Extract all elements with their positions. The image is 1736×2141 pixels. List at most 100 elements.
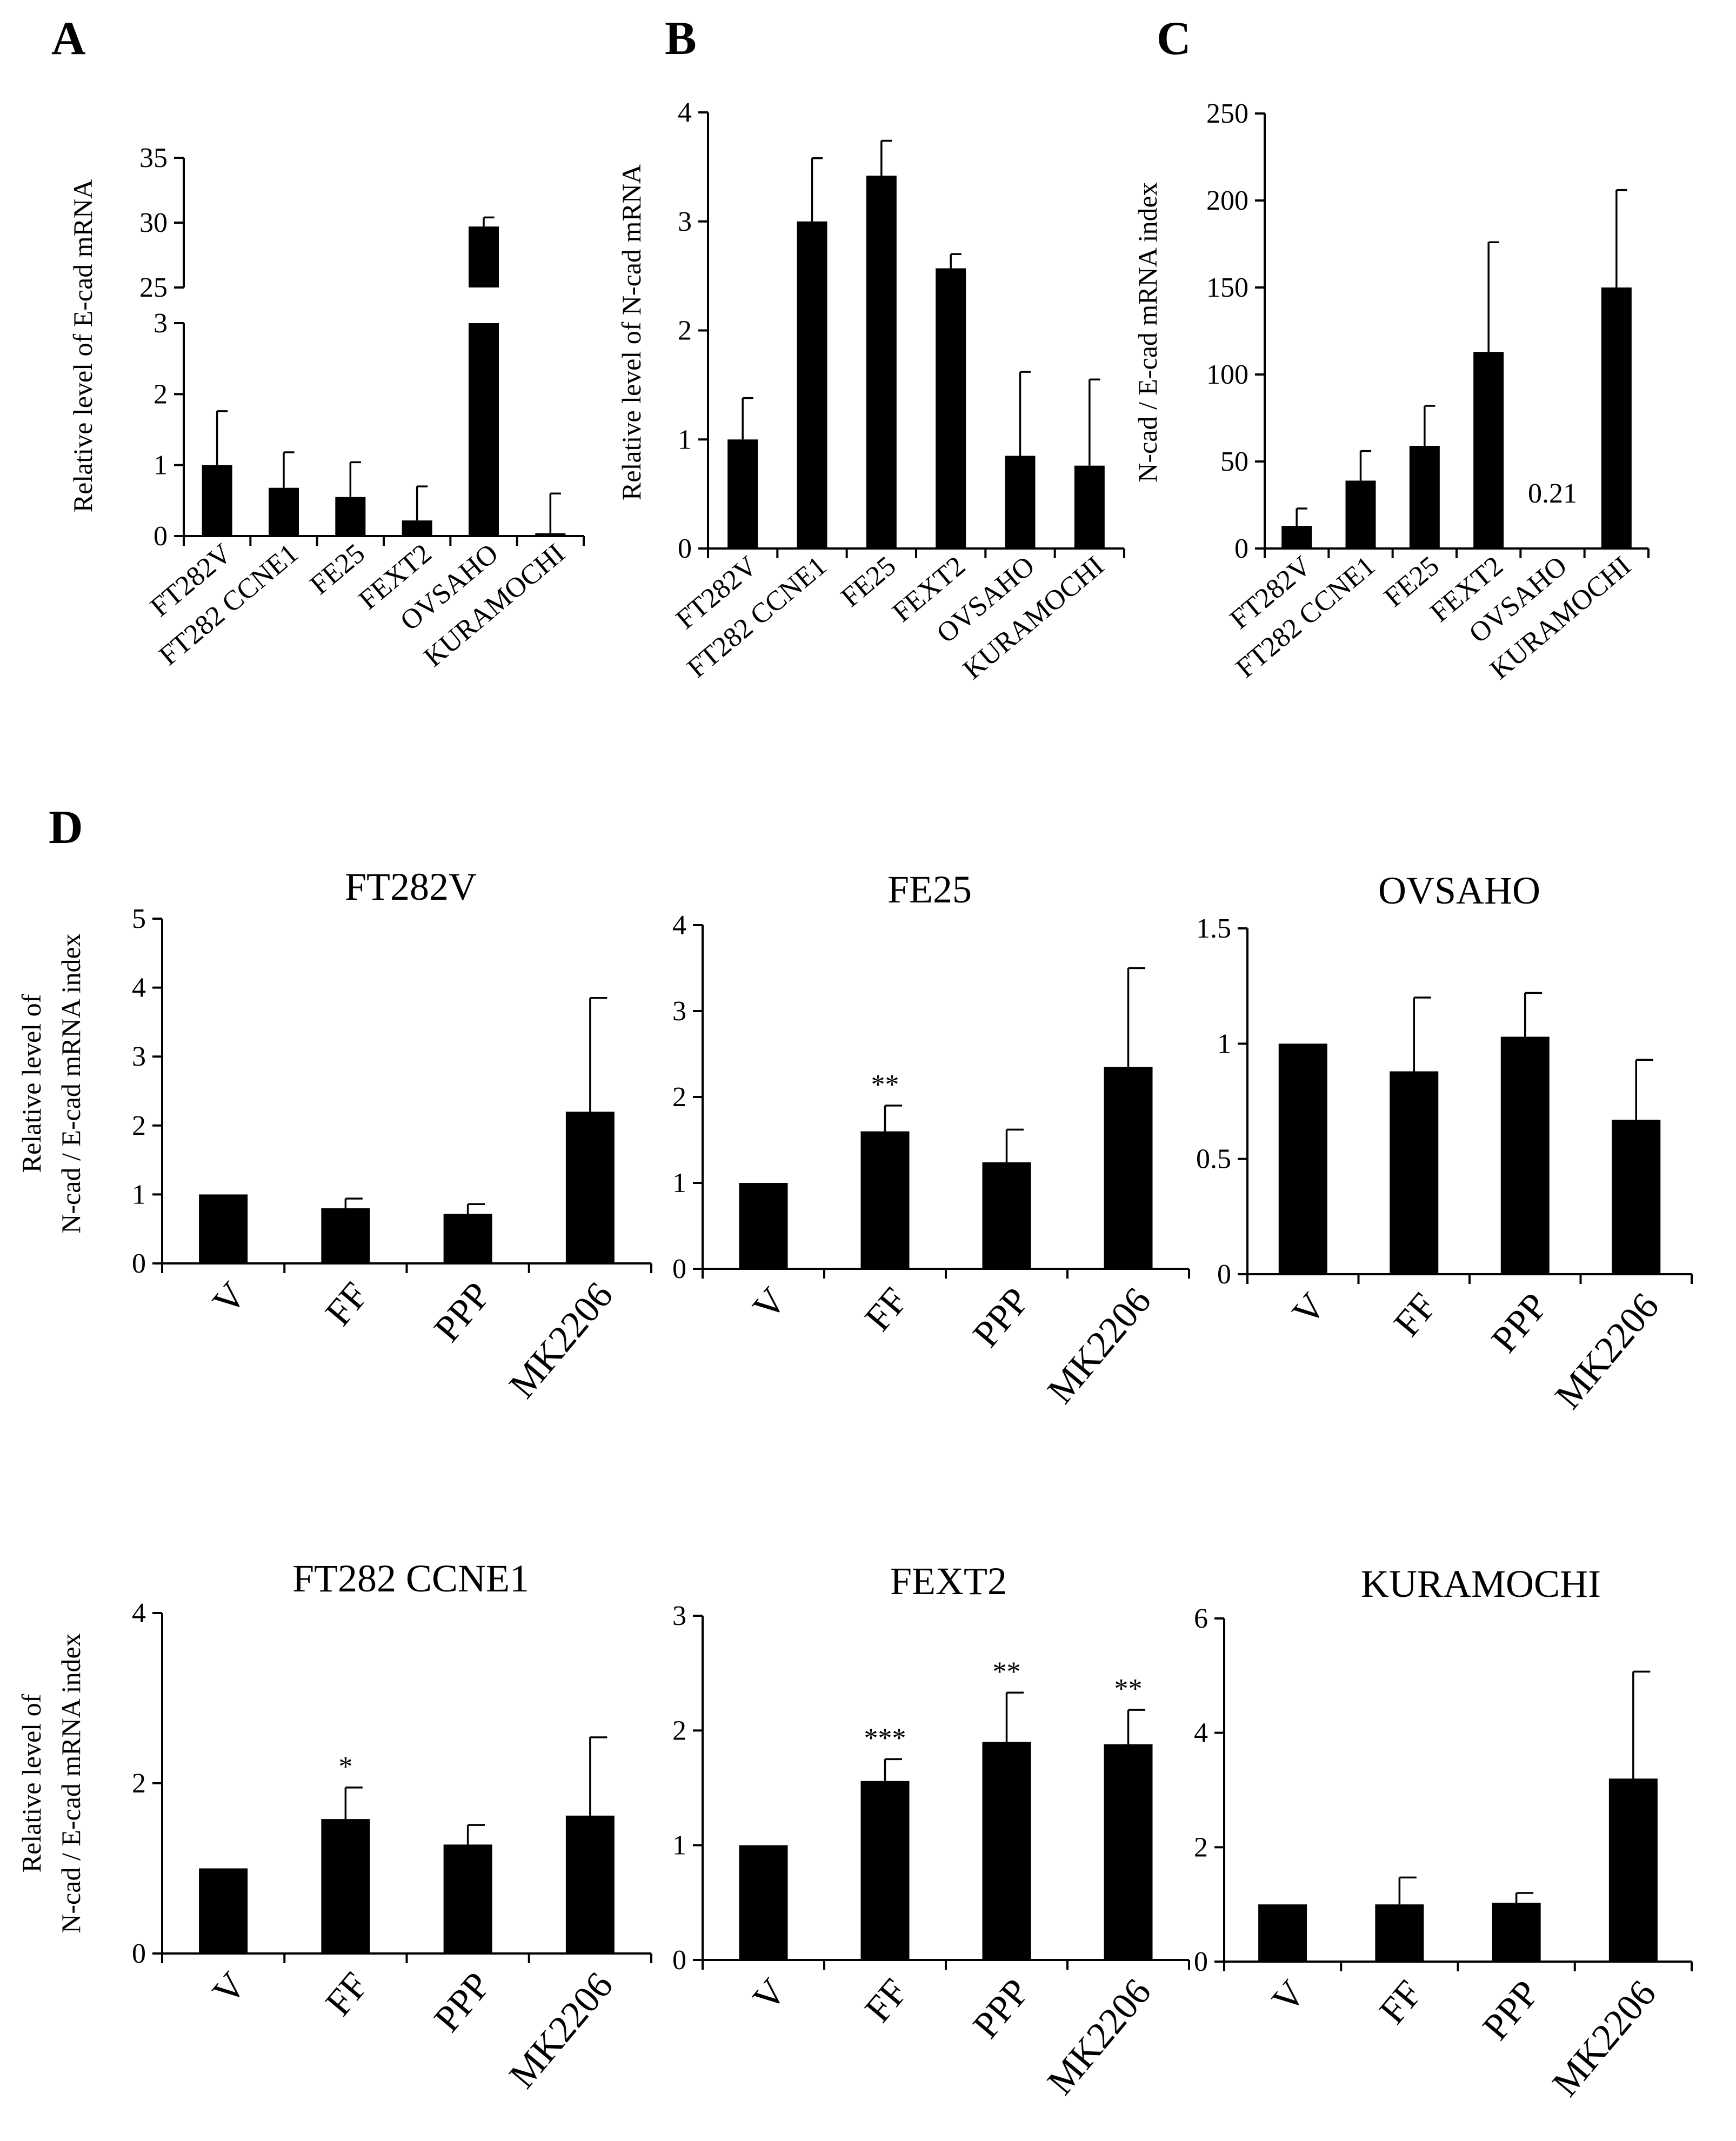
panel-letter-a: A xyxy=(51,12,86,65)
bar xyxy=(1005,456,1036,548)
y-tick-label: 1 xyxy=(153,450,168,481)
y-tick-label: 1 xyxy=(1217,1028,1231,1059)
category-label: PPP xyxy=(1475,1973,1547,2048)
bar xyxy=(321,1208,370,1263)
bar xyxy=(199,1868,248,1953)
category-label: FF xyxy=(857,1280,916,1339)
y-tick-label: 3 xyxy=(132,1041,146,1072)
y-tick-label: 1 xyxy=(672,1830,686,1861)
significance-marker: * xyxy=(338,1751,352,1782)
y-tick-label: 4 xyxy=(132,973,146,1003)
bar xyxy=(1258,1904,1307,1962)
chart-d2: 0 1 2 3 4 V FF ** PPP MK2206 FE25 xyxy=(672,868,1190,1411)
y-tick-label: 0 xyxy=(132,1938,146,1969)
chart-d5: 0 1 2 3 V FF *** PPP ** MK2206 ** FEXT2 xyxy=(672,1560,1190,2103)
significance-marker: *** xyxy=(864,1723,906,1754)
y-tick-label: 1 xyxy=(132,1179,146,1210)
panel-letter-b: B xyxy=(665,12,697,65)
y-axis-label: Relative level of N-cad mRNA xyxy=(616,164,646,500)
category-label: MK2206 xyxy=(502,1965,621,2096)
bar xyxy=(739,1845,788,1960)
y-tick-label: 3 xyxy=(672,1601,686,1631)
bar xyxy=(1492,1902,1541,1962)
y-tick-label: 0.5 xyxy=(1196,1144,1231,1175)
category-label: V xyxy=(745,1971,794,2019)
bar xyxy=(443,1844,492,1953)
chart-title: FT282V xyxy=(345,865,477,908)
y-axis-label: N-cad / E-cad mRNA index xyxy=(56,1633,86,1933)
y-axis-label: Relative level of E-cad mRNA xyxy=(68,179,98,512)
y-tick-label: 2 xyxy=(678,316,692,346)
bar xyxy=(1409,446,1440,548)
category-label: PPP xyxy=(1484,1286,1556,1361)
y-tick-label: 1 xyxy=(672,1168,686,1199)
bar xyxy=(982,1742,1031,1960)
y-tick-label: 0 xyxy=(132,1248,146,1279)
bar xyxy=(402,520,432,536)
y-tick-label: 3 xyxy=(672,996,686,1027)
y-tick-label: 150 xyxy=(1206,272,1248,303)
y-tick-label: 1 xyxy=(678,424,692,455)
category-label: MK2206 xyxy=(502,1275,621,1406)
bar xyxy=(535,533,566,536)
y-tick-label: 4 xyxy=(678,97,692,128)
bar xyxy=(443,1214,492,1263)
value-annotation: 0.21 xyxy=(1528,478,1577,509)
chart-title: FEXT2 xyxy=(890,1560,1007,1603)
category-label: FF xyxy=(318,1275,377,1334)
bar xyxy=(469,323,499,536)
panel-letter-d: D xyxy=(49,801,83,854)
bar xyxy=(739,1183,788,1269)
bar xyxy=(202,465,232,536)
category-label: V xyxy=(745,1280,794,1328)
panel-letter-c: C xyxy=(1157,12,1191,65)
bar xyxy=(1473,352,1504,548)
y-axis-label: Relative level of xyxy=(16,994,46,1173)
y-tick-label: 2 xyxy=(132,1768,146,1799)
bar xyxy=(1281,526,1312,548)
category-label: V xyxy=(1264,1973,1313,2020)
y-tick-label: 30 xyxy=(139,208,168,238)
bar xyxy=(860,1131,910,1269)
bar xyxy=(1608,1778,1658,1962)
category-label: MK2206 xyxy=(1547,1286,1667,1417)
y-tick-label: 25 xyxy=(139,272,168,303)
category-label: MK2206 xyxy=(1545,1973,1664,2104)
bar xyxy=(1612,1120,1661,1274)
category-label: PPP xyxy=(426,1275,499,1350)
y-tick-label: 250 xyxy=(1206,98,1248,129)
category-label: FF xyxy=(1372,1973,1431,2032)
y-tick-label: 0 xyxy=(672,1254,686,1284)
bar xyxy=(797,221,827,548)
y-tick-label: 2 xyxy=(153,379,168,410)
bar xyxy=(1500,1036,1550,1274)
bar xyxy=(1345,480,1376,548)
category-label: FF xyxy=(318,1965,377,2024)
y-tick-label: 0 xyxy=(678,533,692,564)
bar xyxy=(1601,287,1632,548)
bar xyxy=(199,1194,248,1263)
bar xyxy=(936,268,966,548)
y-tick-label: 35 xyxy=(139,143,168,173)
y-axis-label: Relative level of xyxy=(16,1694,46,1872)
category-label: MK2206 xyxy=(1039,1971,1159,2103)
y-tick-label: 4 xyxy=(1194,1718,1208,1749)
y-axis-label: N-cad / E-cad mRNA index xyxy=(56,933,86,1233)
significance-marker: ** xyxy=(993,1656,1021,1687)
y-tick-label: 3 xyxy=(678,206,692,237)
significance-marker: ** xyxy=(1114,1674,1143,1704)
y-tick-label: 0 xyxy=(1234,533,1248,564)
bar xyxy=(335,497,366,536)
category-label: MK2206 xyxy=(1039,1280,1159,1411)
bar xyxy=(269,487,299,536)
bar xyxy=(565,1815,615,1953)
category-label: V xyxy=(205,1965,254,2012)
bar xyxy=(1104,1744,1153,1960)
bar xyxy=(727,439,758,548)
y-tick-label: 200 xyxy=(1206,185,1248,216)
